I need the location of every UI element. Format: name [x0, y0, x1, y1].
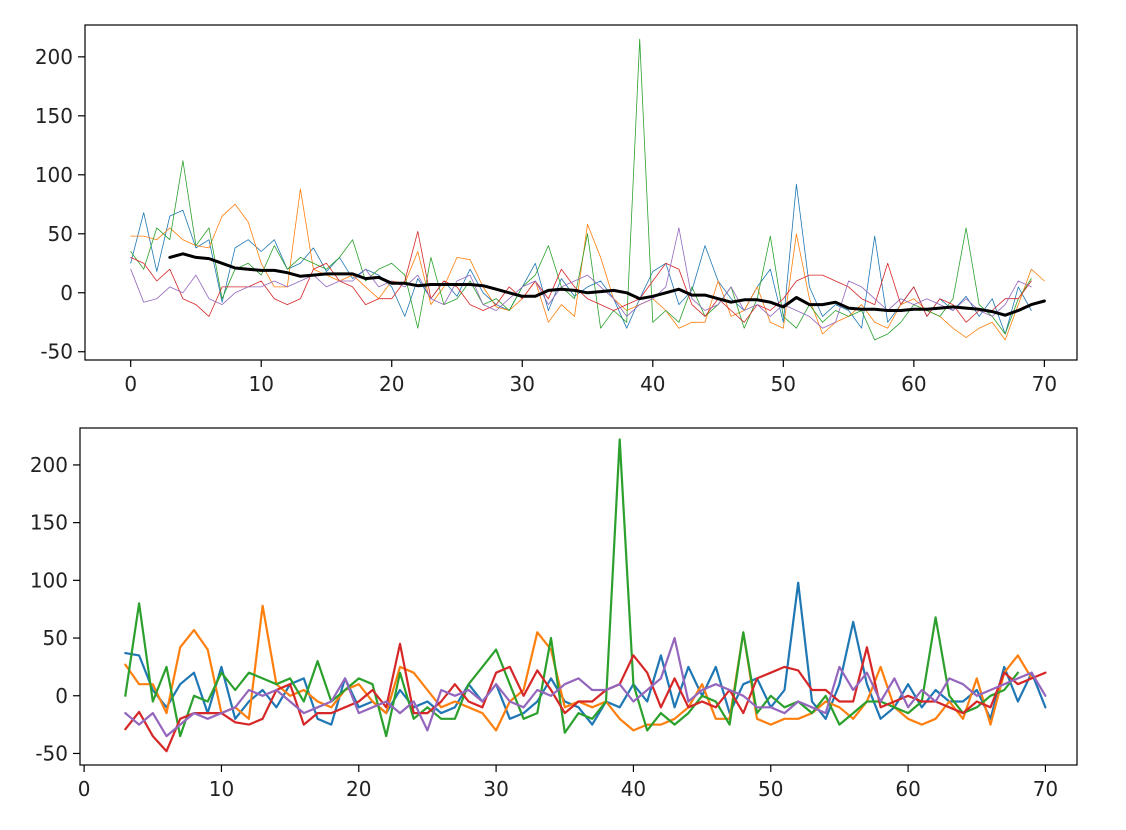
- bottom-x-tick-label: 30: [483, 777, 508, 801]
- top-series-line-2: [130, 38, 1032, 341]
- bottom-chart: 0 10 20 30 40 50 60 70 -50 0 50 100 150 200: [30, 427, 1078, 801]
- top-x-tick-label: 70: [1032, 372, 1057, 396]
- top-x-tick-label: 60: [901, 372, 926, 396]
- bottom-series-line-3: [124, 642, 1047, 753]
- top-y-tick-label: 50: [48, 222, 73, 246]
- top-x-tick-label: 20: [379, 372, 404, 396]
- top-y-tick-label: 150: [35, 104, 73, 128]
- bottom-x-tick-label: 60: [895, 777, 920, 801]
- bottom-y-tick-label: -50: [35, 741, 68, 765]
- bottom-axes-frame: [79, 427, 1078, 766]
- top-x-tick-label: 50: [771, 372, 796, 396]
- bottom-y-tick-label: 100: [30, 568, 68, 592]
- top-x-tick-label: 30: [510, 372, 535, 396]
- bottom-x-tick-label: 20: [346, 777, 371, 801]
- top-y-tick-label: 100: [35, 163, 73, 187]
- bottom-y-tick-label: 200: [30, 453, 68, 477]
- top-chart: 0 10 20 30 40 50 60 70 -50 0 50 100 150 200: [35, 24, 1078, 396]
- top-series-line-4: [130, 227, 1032, 329]
- top-series-line-1: [130, 188, 1045, 341]
- top-axes-frame: [84, 24, 1078, 361]
- bottom-series-line-2: [124, 438, 1020, 738]
- top-x-tick-label: 10: [248, 372, 273, 396]
- top-series-line-5: [168, 252, 1046, 317]
- top-x-tick-label: 0: [124, 372, 137, 396]
- bottom-x-tick-label: 10: [209, 777, 234, 801]
- bottom-x-tick-label: 70: [1033, 777, 1058, 801]
- bottom-y-tick-label: 0: [55, 684, 68, 708]
- bottom-x-tick-label: 0: [78, 777, 91, 801]
- top-series-group: [130, 38, 1046, 341]
- bottom-x-tick-label: 40: [621, 777, 646, 801]
- bottom-series-line-4: [124, 636, 1047, 738]
- top-y-tick-label: 200: [35, 45, 73, 69]
- top-y-tick-label: 0: [60, 281, 73, 305]
- bottom-y-tick-label: 50: [43, 626, 68, 650]
- bottom-y-tick-label: 150: [30, 511, 68, 535]
- bottom-series-group: [124, 438, 1047, 753]
- bottom-x-tick-label: 50: [758, 777, 783, 801]
- top-y-tick-label: -50: [40, 340, 73, 364]
- top-x-tick-label: 40: [640, 372, 665, 396]
